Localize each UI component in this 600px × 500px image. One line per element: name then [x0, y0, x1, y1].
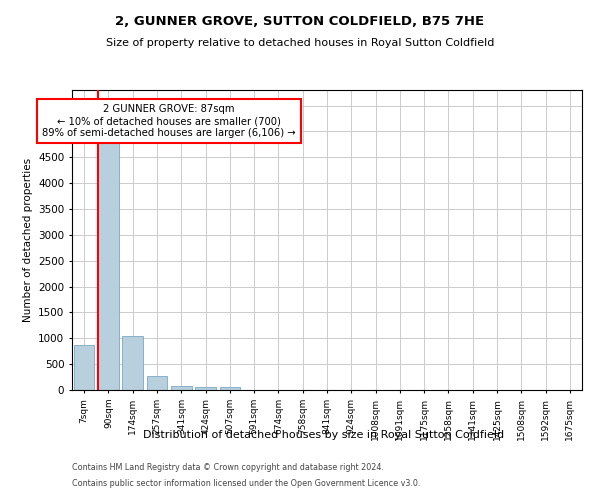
- Text: Contains public sector information licensed under the Open Government Licence v3: Contains public sector information licen…: [72, 478, 421, 488]
- Bar: [74, 345, 94, 390]
- Bar: [146, 376, 167, 390]
- Bar: [195, 386, 216, 390]
- Bar: [220, 387, 240, 390]
- Text: Contains HM Land Registry data © Crown copyright and database right 2024.: Contains HM Land Registry data © Crown c…: [72, 464, 384, 472]
- Text: Size of property relative to detached houses in Royal Sutton Coldfield: Size of property relative to detached ho…: [106, 38, 494, 48]
- Bar: [122, 336, 143, 390]
- Text: 2, GUNNER GROVE, SUTTON COLDFIELD, B75 7HE: 2, GUNNER GROVE, SUTTON COLDFIELD, B75 7…: [115, 15, 485, 28]
- Bar: [98, 108, 119, 390]
- Text: 2 GUNNER GROVE: 87sqm
← 10% of detached houses are smaller (700)
89% of semi-det: 2 GUNNER GROVE: 87sqm ← 10% of detached …: [43, 104, 296, 138]
- Y-axis label: Number of detached properties: Number of detached properties: [23, 158, 32, 322]
- Text: Distribution of detached houses by size in Royal Sutton Coldfield: Distribution of detached houses by size …: [143, 430, 505, 440]
- Bar: [171, 386, 191, 390]
